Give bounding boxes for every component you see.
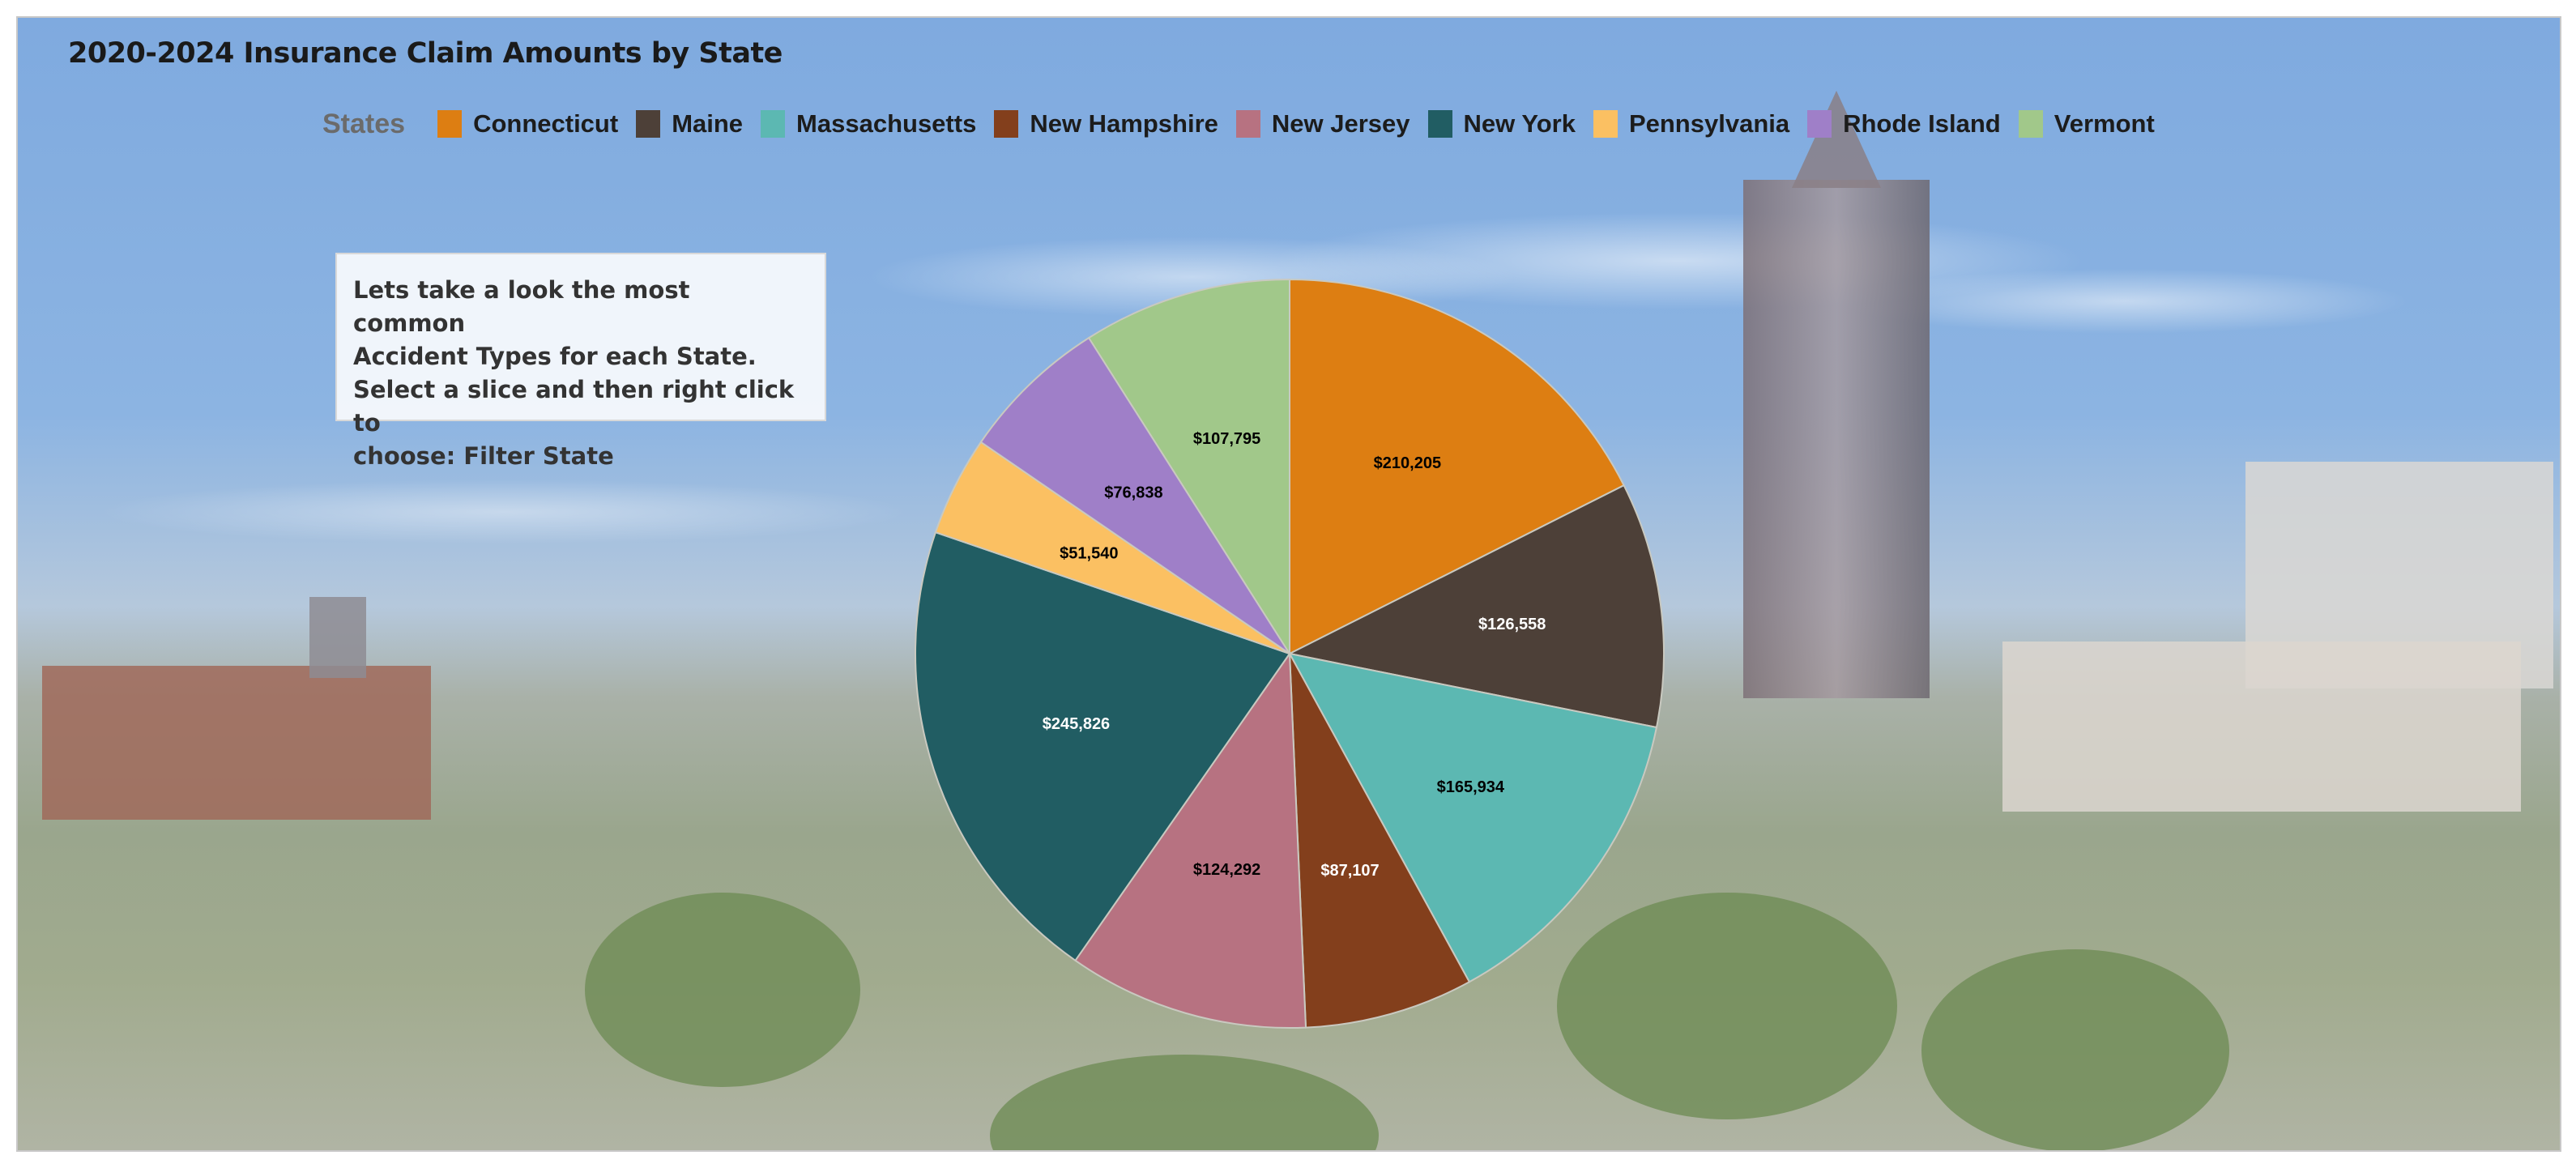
data-label: $87,107 — [1320, 862, 1379, 880]
legend-label: New Hampshire — [1030, 109, 1218, 138]
legend-label: Vermont — [2054, 109, 2155, 138]
data-label: $165,934 — [1437, 778, 1505, 796]
legend-swatch — [1235, 110, 1260, 138]
legend-swatch — [2018, 110, 2043, 138]
legend-item-rhode-island[interactable]: Rhode Island — [1807, 109, 2001, 139]
legend: States Connecticut Maine Massachusetts New … — [322, 104, 2173, 144]
background-trees — [585, 893, 860, 1087]
dashboard-canvas: 2020-2024 Insurance Claim Amounts by Sta… — [16, 16, 2561, 1152]
legend-swatch — [437, 110, 463, 138]
pie-slice-connecticut[interactable] — [1289, 278, 1625, 655]
legend-item-new-hampshire[interactable]: New Hampshire — [994, 109, 1218, 139]
data-label: $210,205 — [1374, 454, 1441, 472]
legend-label: Pennsylvania — [1628, 109, 1790, 138]
pie-slice-new-jersey[interactable] — [1074, 651, 1307, 1029]
instruction-text-box: Lets take a look the most common Acciden… — [335, 253, 826, 470]
pie-slice-new-hampshire[interactable] — [1289, 653, 1471, 1029]
pie-chart: $210,205 $126,558 $165,934 $87,107 $124,292 $… — [915, 278, 1665, 1029]
legend-item-connecticut[interactable]: Connecticut — [437, 109, 618, 139]
pie-slice-rhode-island[interactable] — [979, 336, 1290, 654]
instruction-line: Select a slice and then right click to — [353, 376, 795, 437]
legend-label: New Jersey — [1271, 109, 1410, 138]
legend-item-new-york[interactable]: New York — [1427, 109, 1576, 139]
background-building — [42, 666, 431, 820]
instruction-line: choose: Filter State — [353, 442, 614, 470]
legend-swatch — [761, 110, 786, 138]
instruction-line: Accident Types for each State. — [353, 343, 757, 370]
legend-swatch — [1807, 110, 1832, 138]
legend-item-pennsylvania[interactable]: Pennsylvania — [1593, 109, 1789, 139]
legend-item-maine[interactable]: Maine — [636, 109, 743, 139]
pie-slice-new-york[interactable] — [915, 531, 1291, 962]
legend-swatch — [1427, 110, 1452, 138]
legend-title: States — [322, 108, 406, 139]
legend-item-vermont[interactable]: Vermont — [2018, 109, 2155, 139]
legend-label: Connecticut — [473, 109, 619, 138]
data-label: $76,838 — [1104, 484, 1162, 502]
legend-item-massachusetts[interactable]: Massachusetts — [761, 109, 976, 139]
data-label: $126,558 — [1478, 616, 1546, 633]
legend-swatch — [994, 110, 1019, 138]
background-building — [309, 597, 366, 678]
pie-slice-vermont[interactable] — [1087, 278, 1290, 657]
instruction-line: Lets take a look the most common — [353, 276, 690, 337]
legend-swatch — [636, 110, 661, 138]
background-building — [2002, 642, 2521, 812]
data-label: $51,540 — [1060, 545, 1118, 563]
legend-label: Rhode Island — [1843, 109, 2001, 138]
background-trees — [1921, 949, 2229, 1150]
data-label: $107,795 — [1193, 430, 1260, 448]
legend-label: New York — [1463, 109, 1576, 138]
legend-swatch — [1593, 110, 1618, 138]
chart-title: 2020-2024 Insurance Claim Amounts by Sta… — [68, 37, 783, 70]
data-label: $124,292 — [1193, 861, 1260, 879]
legend-item-new-jersey[interactable]: New Jersey — [1235, 109, 1410, 139]
data-label: $245,826 — [1043, 715, 1110, 733]
legend-label: Massachusetts — [796, 109, 977, 138]
pie-slice-maine[interactable] — [1286, 484, 1665, 729]
legend-label: Maine — [672, 109, 744, 138]
background-trees — [1557, 893, 1897, 1119]
pie-slice-massachusetts[interactable] — [1288, 652, 1658, 983]
background-skyscraper — [1743, 180, 1930, 698]
